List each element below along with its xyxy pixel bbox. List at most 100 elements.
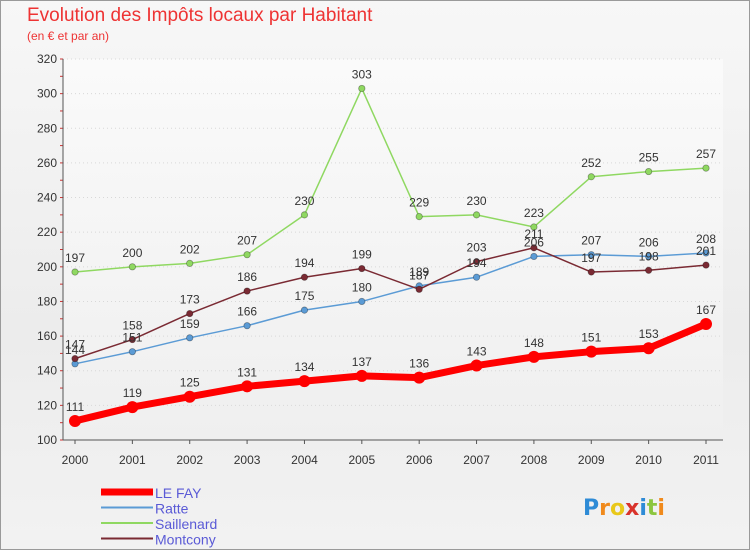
data-point — [300, 211, 309, 219]
data-label: 202 — [180, 242, 200, 256]
data-point — [472, 258, 481, 266]
data-label: 194 — [467, 256, 487, 270]
data-point — [69, 414, 81, 427]
data-point — [358, 297, 366, 306]
data-label: 125 — [180, 376, 200, 390]
y-tick-label: 280 — [37, 121, 57, 135]
y-tick-label: 240 — [37, 191, 57, 205]
x-tick-label: 2005 — [348, 453, 375, 467]
data-label: 197 — [581, 251, 601, 265]
series-line-ratte — [74, 252, 707, 365]
data-label: 200 — [122, 246, 142, 260]
x-tick-label: 2003 — [234, 453, 261, 467]
data-point — [415, 212, 423, 221]
y-tick-label: 160 — [37, 329, 57, 343]
legend-label: Montcony — [155, 532, 216, 548]
data-point — [71, 268, 79, 276]
data-label: 148 — [524, 336, 544, 350]
data-label: 230 — [294, 194, 314, 208]
data-label: 137 — [352, 355, 372, 369]
data-point — [587, 173, 595, 181]
data-label: 303 — [352, 67, 372, 81]
data-point — [645, 266, 653, 274]
data-label: 143 — [467, 345, 487, 359]
x-tick-label: 2007 — [463, 453, 490, 467]
data-label: 230 — [467, 194, 487, 208]
y-tick-label: 220 — [37, 225, 57, 239]
data-point — [355, 369, 368, 382]
data-label: 131 — [237, 365, 257, 379]
x-tick-label: 2001 — [119, 453, 146, 467]
data-label: 194 — [294, 256, 314, 270]
data-label: 257 — [696, 147, 716, 161]
series-line-montcony — [74, 247, 707, 360]
legend-label: LE FAY — [155, 485, 202, 501]
y-tick-label: 140 — [37, 364, 57, 378]
y-tick-label: 120 — [37, 398, 57, 412]
x-tick-label: 2011 — [693, 453, 719, 467]
data-point — [587, 251, 595, 259]
data-point — [128, 335, 136, 344]
data-point — [530, 223, 538, 231]
data-point — [585, 345, 598, 358]
data-point — [300, 273, 309, 281]
data-label: 180 — [352, 280, 372, 294]
data-label: 111 — [66, 400, 85, 414]
chart-title: Evolution des Impôts locaux par Habitant — [27, 5, 373, 26]
data-point — [415, 285, 423, 293]
data-point — [527, 350, 540, 363]
data-point — [700, 317, 712, 330]
data-label: 153 — [639, 327, 659, 341]
data-label: 186 — [237, 270, 257, 284]
data-point — [298, 375, 311, 388]
data-point — [300, 306, 309, 314]
data-point — [71, 355, 79, 363]
data-point — [472, 211, 481, 219]
data-point — [702, 261, 710, 269]
data-point — [243, 287, 251, 295]
data-label: 159 — [180, 317, 200, 331]
data-point — [530, 244, 538, 252]
y-tick-label: 260 — [37, 156, 57, 170]
y-tick-label: 100 — [37, 433, 57, 447]
data-point — [702, 164, 710, 172]
data-label: 206 — [524, 235, 544, 249]
data-point — [186, 334, 194, 342]
data-point — [702, 249, 710, 257]
data-label: 189 — [409, 265, 429, 279]
data-point — [472, 273, 481, 281]
y-tick-label: 180 — [37, 294, 57, 308]
x-tick-label: 2008 — [521, 453, 548, 467]
x-tick-label: 2000 — [62, 453, 89, 467]
data-point — [186, 309, 194, 318]
y-tick-label: 300 — [37, 87, 57, 101]
data-label: 144 — [65, 343, 85, 357]
data-point — [241, 380, 254, 393]
data-label: 166 — [237, 305, 257, 319]
data-point — [642, 342, 655, 355]
data-label: 175 — [294, 289, 314, 303]
legend-label: Ratte — [155, 501, 189, 517]
data-label: 151 — [581, 331, 601, 345]
data-point — [128, 348, 136, 356]
data-label: 134 — [294, 360, 314, 374]
data-label: 119 — [123, 386, 142, 400]
x-tick-label: 2010 — [635, 453, 662, 467]
data-label: 211 — [524, 227, 543, 241]
data-label: 173 — [180, 293, 200, 307]
data-label: 187 — [409, 268, 429, 282]
data-point — [358, 84, 366, 93]
data-label: 203 — [467, 241, 487, 255]
data-point — [128, 263, 136, 271]
data-label: 229 — [409, 196, 429, 210]
data-point — [470, 359, 483, 372]
data-point — [587, 268, 595, 276]
data-point — [243, 322, 251, 330]
data-point — [358, 264, 366, 273]
data-label: 151 — [122, 331, 142, 345]
legend-label: Saillenard — [155, 516, 217, 532]
y-tick-label: 200 — [37, 260, 57, 274]
series-line-saillenard — [74, 87, 707, 273]
x-tick-label: 2006 — [406, 453, 433, 467]
